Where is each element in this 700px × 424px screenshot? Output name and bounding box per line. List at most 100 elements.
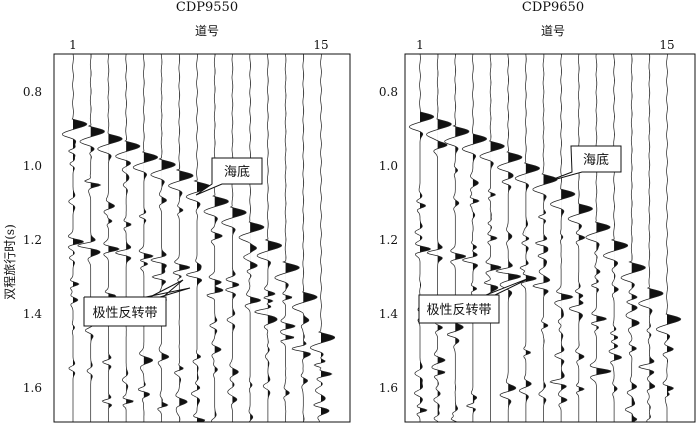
seismic-trace (254, 54, 282, 422)
trace-line (655, 54, 682, 422)
panel-title: CDP9650 (522, 0, 584, 15)
trace-line (514, 53, 541, 422)
plot-frame (404, 53, 696, 423)
seismic-trace (221, 53, 247, 422)
y-tick-label: 0.8 (379, 85, 398, 99)
y-tick-label: 1.6 (379, 381, 398, 395)
seismic-trace (655, 54, 682, 422)
trace-fill (73, 54, 87, 422)
trace-line (426, 54, 452, 423)
panel-cdp9650: CDP9650 道号 1 15 0.8 1.0 1.2 1.4 1.6 海底 极… (379, 0, 696, 423)
y-tick-label: 0.8 (23, 85, 42, 99)
trace-group (408, 53, 682, 423)
trace-line (238, 53, 265, 423)
seismic-trace (203, 54, 229, 423)
y-tick-labels: 0.8 1.0 1.2 1.4 1.6 (23, 85, 42, 395)
seismic-trace (77, 54, 105, 422)
trace-fill (250, 54, 264, 422)
trace-line (97, 53, 123, 422)
seismic-trace (495, 53, 523, 422)
trace-label-last: 15 (313, 38, 328, 52)
trace-fill (108, 54, 123, 422)
seismic-trace (408, 53, 435, 422)
trace-fill (543, 54, 558, 422)
seismic-trace (444, 54, 470, 423)
seismic-trace (97, 53, 123, 422)
seismic-trace (549, 54, 576, 422)
seismic-trace (426, 54, 452, 423)
trace-line (132, 54, 159, 422)
seafloor-label: 海底 (583, 152, 609, 168)
trace-label-first: 1 (416, 38, 424, 52)
seafloor-callout: 海底 (545, 145, 622, 183)
trace-fill (490, 54, 505, 422)
trace-fill (197, 54, 211, 422)
polarity-reversal-label: 极性反转带 (92, 306, 157, 321)
trace-line (221, 53, 247, 422)
trace-fill (578, 54, 593, 422)
plot-frame (53, 53, 351, 423)
seismic-trace (602, 54, 629, 422)
seismic-trace (274, 53, 300, 422)
y-tick-label: 1.0 (23, 159, 42, 173)
trace-line (185, 53, 212, 423)
trace-fill (437, 54, 452, 422)
seafloor-callout: 海底 (195, 157, 263, 196)
seismic-trace (132, 54, 159, 422)
y-tick-label: 1.2 (379, 233, 398, 247)
trace-label-last: 15 (659, 38, 674, 52)
seismic-trace (238, 53, 265, 423)
seismic-trace (61, 53, 88, 422)
trace-line (274, 53, 300, 422)
trace-fill (143, 54, 158, 422)
y-tick-label: 1.4 (23, 307, 42, 321)
trace-fill (614, 54, 628, 422)
trace-fill (508, 54, 522, 422)
trace-fill (525, 54, 540, 422)
seismic-trace (168, 53, 194, 423)
y-tick-label: 1.0 (379, 159, 398, 173)
trace-fill (561, 54, 575, 422)
trace-line (150, 53, 176, 422)
seismic-trace (115, 53, 141, 422)
seismic-trace (479, 53, 505, 422)
trace-fill (667, 54, 681, 422)
trace-line (408, 53, 435, 422)
trace-line (203, 54, 229, 423)
trace-line (61, 53, 88, 422)
seismic-trace (567, 53, 594, 422)
trace-label-first: 1 (69, 38, 77, 52)
trace-line (602, 54, 629, 422)
seismic-trace (532, 53, 558, 422)
trace-fill (126, 54, 140, 422)
seismic-trace (585, 53, 612, 422)
trace-line (77, 54, 105, 422)
trace-group (61, 53, 336, 423)
trace-fill (161, 54, 176, 422)
trace-line (549, 54, 576, 422)
trace-line (309, 54, 336, 423)
trace-fill (90, 54, 105, 422)
x-axis-label: 道号 (541, 24, 565, 38)
trace-line (115, 53, 141, 422)
polarity-reversal-callout: 极性反转带 (418, 276, 533, 324)
trace-fill (267, 54, 282, 422)
trace-line (479, 53, 505, 422)
trace-fill (285, 54, 300, 422)
polarity-reversal-label: 极性反转带 (426, 303, 491, 318)
y-tick-label: 1.4 (379, 307, 398, 321)
trace-line (532, 53, 558, 422)
panel-title: CDP9550 (176, 0, 238, 15)
seismic-trace (461, 53, 488, 422)
trace-fill (631, 54, 646, 422)
trace-fill (214, 54, 229, 422)
y-tick-label: 1.2 (23, 233, 42, 247)
trace-line (585, 53, 612, 422)
trace-fill (596, 54, 611, 422)
seismic-trace (514, 53, 541, 422)
panel-cdp9550: CDP9550 道号 1 15 0.8 1.0 1.2 1.4 1.6 海底 极… (23, 0, 351, 423)
trace-line (254, 54, 282, 422)
trace-fill (321, 54, 335, 422)
seismic-trace (150, 53, 176, 422)
